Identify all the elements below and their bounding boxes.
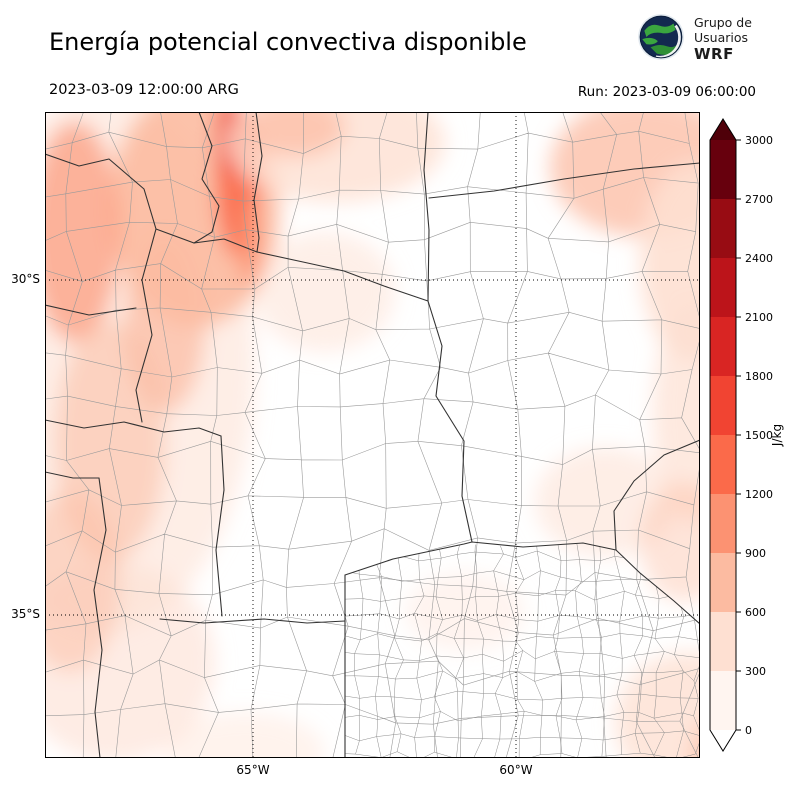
colorbar-band bbox=[710, 671, 736, 730]
colorbar-tick-label: 1500 bbox=[745, 429, 773, 442]
colorbar-band bbox=[710, 140, 736, 199]
colorbar-tick-label: 2100 bbox=[745, 311, 773, 324]
colorbar-tick-label: 1200 bbox=[745, 488, 773, 501]
colorbar-band bbox=[710, 553, 736, 612]
colorbar-band bbox=[710, 258, 736, 317]
logo-wrf-label: WRF bbox=[694, 45, 734, 63]
colorbar-under-arrow bbox=[710, 730, 736, 751]
run-time-label: Run: 2023-03-09 06:00:00 bbox=[577, 84, 756, 100]
colorbar-tick-label: 600 bbox=[745, 606, 766, 619]
cape-map bbox=[45, 112, 700, 758]
globe-icon bbox=[638, 14, 684, 60]
colorbar-band bbox=[710, 435, 736, 494]
province-boundaries bbox=[45, 112, 700, 758]
department-boundaries bbox=[45, 112, 700, 758]
wrf-logo: Grupo de Usuarios WRF bbox=[636, 12, 752, 62]
colorbar-tick-label: 3000 bbox=[745, 134, 773, 147]
map-canvas bbox=[45, 112, 700, 758]
colorbar-tick-label: 0 bbox=[745, 724, 752, 737]
colorbar-unit-label: J/kg bbox=[770, 423, 784, 447]
map-border bbox=[45, 112, 700, 758]
colorbar: 0 300 600 900 1200 1500 1800 2100 2400 2700 3000 bbox=[709, 118, 773, 752]
colorbar-tick-label: 300 bbox=[745, 665, 766, 678]
colorbar-over-arrow bbox=[710, 119, 736, 140]
colorbar-band bbox=[710, 376, 736, 435]
cape-field bbox=[45, 112, 700, 758]
colorbar-tick-label: 2400 bbox=[745, 252, 773, 265]
lat-label-35s: 35°S bbox=[11, 607, 40, 621]
colorbar-band bbox=[710, 612, 736, 671]
logo-org-line2: Usuarios bbox=[694, 30, 749, 45]
valid-time-label: 2023-03-09 12:00:00 ARG bbox=[49, 82, 239, 98]
boundary-mesh bbox=[345, 543, 700, 758]
colorbar-band bbox=[710, 199, 736, 258]
page-title: Energía potencial convectiva disponible bbox=[49, 28, 527, 56]
logo-org-line1: Grupo de bbox=[694, 15, 752, 30]
lon-label-65w: 65°W bbox=[236, 763, 270, 777]
colorbar-tick-label: 2700 bbox=[745, 193, 773, 206]
colorbar-band bbox=[710, 494, 736, 553]
colorbar-tick-label: 1800 bbox=[745, 370, 773, 383]
colorbar-tick-label: 900 bbox=[745, 547, 766, 560]
colorbar-band bbox=[710, 317, 736, 376]
department-boundaries-buenos-aires bbox=[345, 543, 700, 758]
lat-label-30s: 30°S bbox=[11, 272, 40, 286]
boundary-mesh bbox=[45, 112, 700, 758]
lon-label-60w: 60°W bbox=[499, 763, 533, 777]
